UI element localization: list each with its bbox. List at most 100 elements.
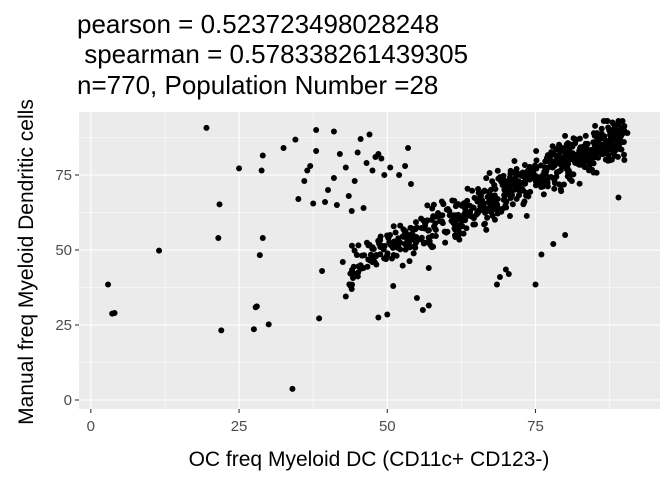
data-point: [392, 229, 399, 236]
data-point: [425, 227, 432, 234]
data-point: [591, 132, 598, 139]
data-point: [544, 183, 551, 190]
data-point: [544, 152, 551, 159]
data-point: [310, 200, 317, 207]
data-point: [424, 202, 431, 209]
data-point: [484, 214, 491, 221]
data-point: [464, 185, 471, 192]
data-point: [575, 151, 582, 158]
data-point: [593, 148, 600, 155]
data-point: [490, 206, 497, 213]
data-point: [480, 188, 487, 195]
data-point: [503, 178, 510, 185]
data-point: [105, 281, 112, 288]
data-point: [584, 156, 591, 163]
data-point: [259, 235, 266, 241]
data-point: [295, 196, 302, 202]
data-point: [349, 281, 356, 288]
data-point: [493, 196, 500, 203]
data-point: [330, 175, 337, 181]
data-point: [617, 137, 624, 144]
data-point: [336, 151, 343, 157]
data-point: [478, 198, 485, 205]
data-point: [502, 202, 509, 209]
data-point: [354, 273, 361, 280]
y-tick-label: 50: [55, 242, 72, 259]
data-point: [367, 251, 374, 258]
data-point: [520, 201, 527, 208]
data-point: [601, 142, 608, 149]
data-point: [424, 239, 431, 246]
data-point: [322, 199, 329, 205]
data-point: [483, 207, 490, 214]
data-point: [486, 170, 493, 177]
data-point: [462, 217, 469, 224]
data-point: [589, 149, 596, 156]
data-point: [548, 174, 555, 180]
data-point: [359, 252, 366, 259]
data-point: [511, 158, 518, 165]
data-point: [481, 221, 488, 228]
data-point: [518, 172, 525, 179]
data-point: [563, 152, 570, 159]
data-point: [598, 125, 605, 132]
data-point: [538, 180, 545, 187]
data-point: [156, 247, 163, 254]
data-point: [412, 225, 419, 232]
data-point: [565, 167, 572, 174]
data-point: [533, 157, 540, 164]
data-point: [307, 163, 314, 169]
data-point: [425, 265, 432, 271]
data-point: [553, 146, 560, 153]
data-point: [528, 172, 535, 179]
data-point: [582, 132, 589, 139]
y-tick-label: 0: [64, 392, 72, 409]
data-point: [533, 174, 540, 181]
data-point: [351, 178, 358, 184]
data-point: [215, 235, 222, 241]
data-point: [367, 257, 374, 264]
data-point: [478, 203, 485, 210]
data-point: [418, 234, 425, 241]
data-point: [404, 236, 411, 243]
data-point: [250, 326, 257, 333]
data-point: [289, 385, 296, 392]
data-point: [449, 197, 456, 204]
data-point: [419, 307, 426, 313]
data-point: [509, 201, 516, 208]
data-point: [615, 194, 622, 201]
data-point: [354, 149, 361, 156]
data-point: [463, 202, 470, 209]
data-point: [505, 271, 512, 277]
data-point: [304, 167, 311, 174]
data-point: [394, 244, 401, 251]
data-point: [377, 233, 384, 240]
data-point: [493, 281, 500, 288]
data-point: [511, 186, 518, 193]
data-point: [236, 165, 243, 172]
data-point: [503, 185, 509, 192]
data-point: [369, 167, 376, 174]
data-point: [349, 266, 356, 273]
data-point: [350, 275, 356, 282]
x-tick-label: 25: [231, 418, 248, 435]
data-point: [616, 146, 623, 153]
data-point: [408, 181, 414, 187]
x-tick-label: 50: [379, 418, 396, 435]
data-point: [413, 237, 420, 244]
data-point: [590, 139, 597, 146]
data-point: [475, 190, 482, 197]
data-point: [316, 315, 323, 322]
data-point: [452, 212, 459, 219]
data-point: [452, 232, 458, 239]
data-point: [612, 142, 619, 149]
data-point: [538, 251, 545, 258]
data-point: [611, 121, 618, 128]
data-point: [253, 303, 260, 310]
data-points: [105, 118, 631, 392]
data-point: [342, 293, 349, 300]
data-point: [433, 213, 440, 220]
data-point: [545, 157, 552, 164]
data-point: [519, 186, 526, 193]
